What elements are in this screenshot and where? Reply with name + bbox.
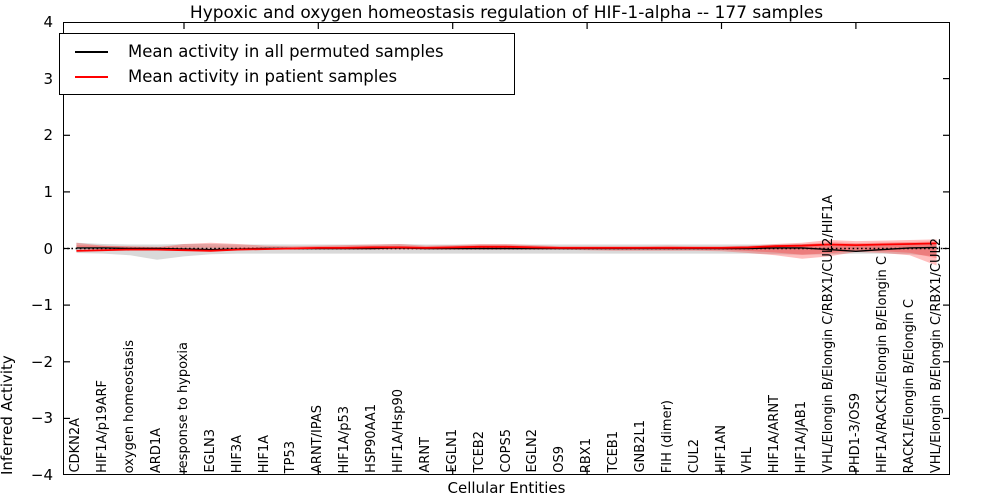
y-tick-label: 4: [43, 13, 53, 31]
x-entity-label: PHD1-3/OS9: [847, 393, 863, 473]
x-entity-label: HIF1A/ARNT: [767, 394, 783, 473]
patient-band: [76, 239, 937, 266]
x-entity-label: ARNT/IPAS: [310, 405, 326, 473]
legend-label-patient: Mean activity in patient samples: [128, 67, 398, 86]
x-axis-label: Cellular Entities: [447, 479, 566, 497]
legend-item-permuted: Mean activity in all permuted samples: [60, 42, 514, 61]
x-entity-label: TCEB1: [606, 431, 621, 473]
permuted-mean-line: [76, 246, 937, 253]
x-entity-label: RACK1/Elongin B/Elongin C: [901, 298, 917, 473]
x-entity-label: HIF1A/p53: [337, 405, 353, 473]
permuted-line-swatch: [75, 50, 108, 53]
x-entity-label: GNB2L1: [632, 420, 648, 473]
y-tick-label: −2: [30, 352, 53, 371]
y-tick-label: −4: [30, 466, 53, 484]
plot-area: [63, 22, 950, 475]
patient-line-swatch: [75, 75, 108, 78]
y-tick-label: 2: [43, 126, 53, 145]
x-entity-label: RBX1: [579, 437, 595, 473]
legend-label-permuted: Mean activity in all permuted samples: [128, 42, 444, 61]
x-entity-label: response to hypoxia: [175, 341, 191, 473]
y-tick-label: 3: [43, 69, 53, 88]
y-tick-label: −1: [30, 296, 53, 315]
x-entity-label: ARNT: [417, 437, 433, 473]
x-entity-label: EGLN1: [444, 429, 460, 473]
x-entity-label: HSP90AA1: [364, 404, 380, 473]
x-entity-label: HIF1AN: [713, 425, 729, 473]
x-entity-label: TP53: [283, 440, 299, 473]
patient-mean-line: [76, 242, 937, 252]
x-entity-label: HIF3A: [229, 434, 245, 473]
patient-band-inner: [76, 241, 937, 259]
y-tick-label: 0: [43, 239, 53, 258]
x-entity-label: HIF1A/p19ARF: [95, 380, 111, 473]
y-tick-label: 1: [43, 182, 53, 201]
x-entity-label: EGLN3: [202, 429, 218, 473]
x-entity-label: HIF1A/Hsp90: [390, 389, 406, 473]
x-entity-label: HIF1A/RACK1/Elongin B/Elongin C: [874, 256, 890, 473]
x-entity-label: VHL/Elongin B/Elongin C/RBX1/CUL2/HIF1A: [821, 195, 837, 473]
legend-item-patient: Mean activity in patient samples: [60, 67, 514, 86]
legend: Mean activity in all permuted samples Me…: [59, 33, 515, 95]
axes-frame: [63, 22, 950, 475]
x-entity-label: CUL2: [686, 438, 702, 473]
x-entity-label: HIF1A/JAB1: [794, 400, 810, 473]
y-tick-label: −3: [30, 409, 53, 428]
x-entity-label: ARD1A: [149, 427, 165, 473]
x-entity-label: VHL/Elongin B/Elongin C/RBX1/CUL2: [928, 237, 944, 473]
x-entity-label: OS9: [552, 446, 568, 473]
x-entity-label: EGLN2: [525, 429, 541, 473]
x-entity-label: VHL: [740, 447, 756, 473]
x-entity-label: oxygen homeostasis: [122, 339, 138, 473]
x-entity-label: COPS5: [498, 429, 514, 473]
x-entity-label: TCEB2: [471, 431, 487, 473]
x-entity-label: FIH (dimer): [659, 399, 675, 473]
x-entity-label: HIF1A: [256, 434, 272, 473]
x-entity-label: CDKN2A: [68, 418, 84, 473]
chart-title: Hypoxic and oxygen homeostasis regulatio…: [189, 3, 824, 23]
